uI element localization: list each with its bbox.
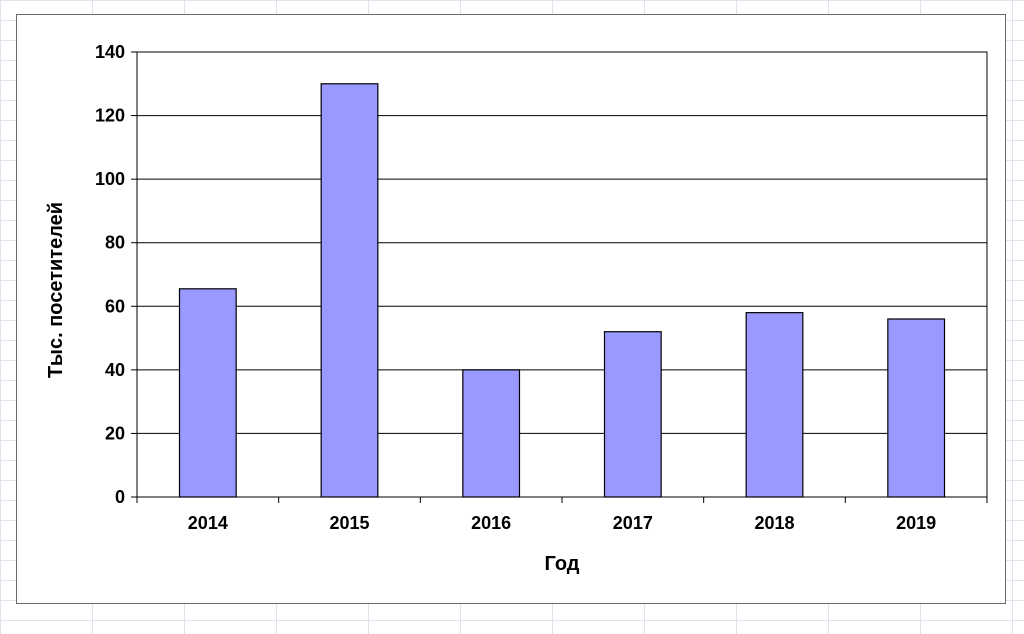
plot-area-border — [136, 51, 988, 498]
x-tick-label: 2016 — [471, 513, 511, 533]
bar-2018 — [745, 312, 804, 498]
gridlines — [137, 51, 987, 498]
y-tick-label: 80 — [105, 233, 125, 253]
bar-2017 — [603, 331, 662, 498]
y-tick-label: 40 — [105, 360, 125, 380]
y-tick-label: 0 — [115, 487, 125, 507]
chart-frame: 0 20 40 60 80 100 120 140 2014 2015 2016 2017 2018 2… — [16, 14, 1006, 604]
y-tick-label: 20 — [105, 423, 125, 443]
x-tick-label: 2014 — [188, 513, 228, 533]
x-axis-title: Год — [545, 553, 580, 575]
axes — [131, 51, 988, 503]
y-tick-label: 60 — [105, 296, 125, 316]
x-tick-label: 2015 — [329, 513, 369, 533]
y-tick-label: 120 — [95, 106, 125, 126]
bar-2015 — [320, 83, 379, 498]
x-tick-labels: 2014 2015 2016 2017 2018 2019 — [188, 513, 936, 533]
y-tick-label: 140 — [95, 42, 125, 62]
y-axis-title: Тыс. посетителей — [45, 202, 67, 378]
bars — [178, 83, 946, 498]
bar-2016 — [462, 369, 521, 498]
x-tick-label: 2019 — [896, 513, 936, 533]
y-tick-label: 100 — [95, 169, 125, 189]
x-tick-label: 2017 — [613, 513, 653, 533]
y-tick-labels: 0 20 40 60 80 100 120 140 — [95, 42, 125, 507]
bar-2014 — [178, 288, 237, 498]
x-tick-label: 2018 — [754, 513, 794, 533]
bar-2019 — [887, 318, 946, 498]
